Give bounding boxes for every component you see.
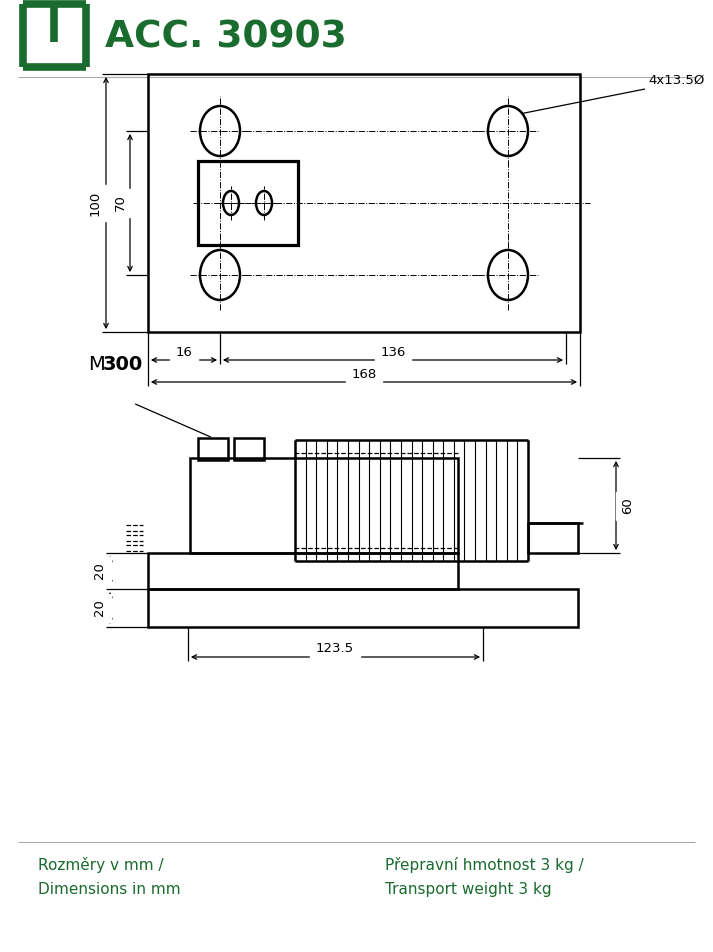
Text: 123.5: 123.5 xyxy=(316,643,354,656)
Text: Rozměry v mm /
Dimensions in mm: Rozměry v mm / Dimensions in mm xyxy=(38,858,180,897)
Text: 136: 136 xyxy=(380,346,406,359)
Text: 300: 300 xyxy=(103,354,143,373)
Text: 70: 70 xyxy=(113,194,126,211)
Text: 20: 20 xyxy=(93,600,106,617)
Text: M: M xyxy=(88,354,105,373)
Bar xyxy=(190,458,458,553)
Bar xyxy=(148,74,580,332)
Text: ACC. 30903: ACC. 30903 xyxy=(105,19,347,55)
Text: Přepravní hmotnost 3 kg /
Transport weight 3 kg: Přepravní hmotnost 3 kg / Transport weig… xyxy=(385,858,584,897)
Text: 4x13.5Ø: 4x13.5Ø xyxy=(648,74,704,87)
Text: 100: 100 xyxy=(88,190,101,215)
Bar xyxy=(148,553,458,589)
Text: 168: 168 xyxy=(352,367,376,381)
Text: 60: 60 xyxy=(622,498,635,514)
Text: 16: 16 xyxy=(175,346,193,359)
Bar xyxy=(198,438,228,460)
Bar xyxy=(234,438,264,460)
Bar xyxy=(198,161,298,245)
Text: 20: 20 xyxy=(93,563,106,580)
Bar xyxy=(148,589,578,627)
Bar xyxy=(528,523,578,553)
